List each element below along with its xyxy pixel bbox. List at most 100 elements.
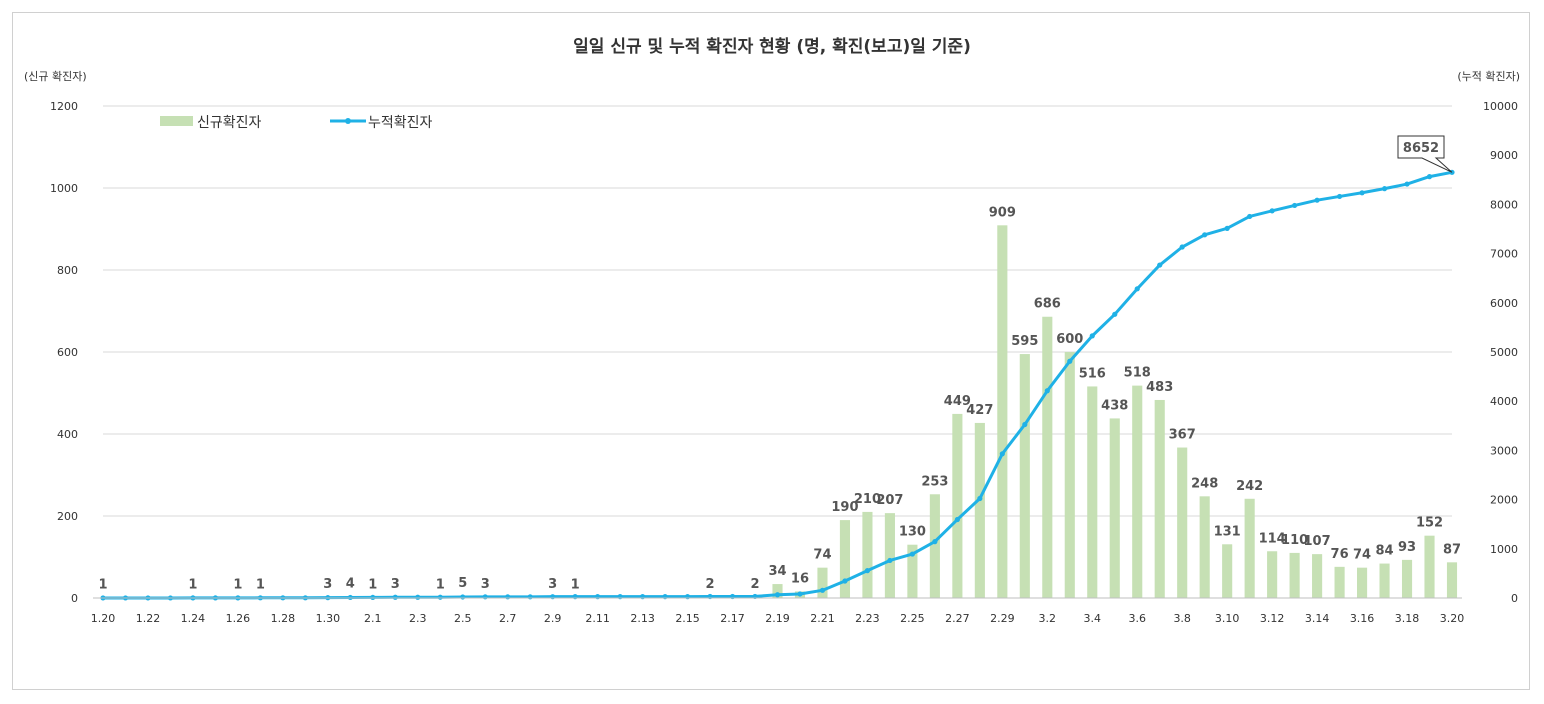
line-point	[1089, 333, 1095, 339]
line-point	[1134, 286, 1140, 292]
x-tick-label: 3.6	[1128, 612, 1146, 625]
line-point	[1292, 202, 1298, 209]
bar	[1087, 386, 1098, 598]
line-point	[797, 591, 803, 597]
bar-data-label: 483	[1146, 380, 1173, 395]
x-tick-label: 2.5	[454, 612, 472, 625]
line-point	[887, 557, 893, 564]
line-point	[1067, 358, 1073, 364]
x-tick-label: 3.4	[1084, 612, 1102, 625]
bar	[1132, 385, 1143, 598]
callout-label: 8652	[1403, 141, 1439, 156]
legend-line-label: 누적확진자	[368, 115, 433, 131]
data-labels: 1 1 1 1 3 4 1 3 1 5 3 3 1 2 234 16741902102071302534494…	[98, 205, 1461, 592]
x-tick-label: 2.21	[810, 612, 835, 625]
line-point	[1314, 197, 1320, 203]
line-point	[1359, 190, 1365, 196]
bar-data-label: 3	[323, 577, 332, 592]
line-point	[1426, 174, 1433, 180]
line-point	[347, 594, 353, 601]
right-tick-label: 9000	[1490, 149, 1518, 162]
bar-data-label: 595	[1011, 334, 1038, 349]
bar-data-label: 518	[1124, 366, 1151, 381]
left-tick-label: 0	[71, 592, 78, 605]
right-tick-label: 3000	[1490, 444, 1518, 457]
left-axis-label: (신규 확진자)	[24, 70, 87, 83]
x-tick-label: 3.10	[1215, 612, 1240, 625]
right-axis-label: (누적 확진자)	[1457, 70, 1520, 83]
bar	[997, 225, 1008, 598]
bar-data-label: 1	[571, 578, 580, 593]
x-tick-label: 1.20	[91, 612, 116, 625]
bar-data-label: 600	[1056, 332, 1083, 347]
bar	[862, 511, 873, 598]
line-point	[909, 551, 916, 557]
line-point	[1224, 225, 1230, 231]
x-tick-label: 2.15	[675, 612, 700, 625]
line-point	[819, 587, 826, 593]
bar-data-label: 449	[944, 394, 971, 409]
left-tick-label: 400	[57, 428, 78, 441]
bar-data-label: 909	[989, 205, 1016, 220]
x-tick-label: 2.13	[630, 612, 655, 625]
left-tick-label: 1200	[50, 100, 78, 113]
bar-data-label: 438	[1101, 398, 1128, 413]
line-point	[1044, 388, 1050, 394]
line-point	[932, 539, 938, 545]
bar-data-label: 207	[876, 493, 903, 508]
bar-data-label: 130	[899, 525, 926, 540]
bar-data-label: 1	[368, 578, 377, 593]
legend-bar-swatch	[160, 116, 193, 126]
bar	[884, 513, 895, 598]
x-tick-label: 2.19	[765, 612, 790, 625]
chart-title: 일일 신규 및 누적 확진자 현황 (명, 확진(보고)일 기준)	[573, 37, 971, 57]
line-point	[1404, 181, 1410, 187]
bar	[1424, 535, 1435, 598]
line-point	[370, 594, 376, 601]
bar-data-label: 3	[391, 577, 400, 592]
right-tick-label: 2000	[1490, 494, 1518, 507]
x-tick-label: 1.22	[136, 612, 161, 625]
left-tick-label: 800	[57, 264, 78, 277]
bar	[1446, 562, 1458, 598]
callout-box	[1397, 135, 1453, 173]
bar-data-label: 76	[1331, 547, 1349, 562]
bar-data-label: 2	[750, 577, 759, 592]
bar	[907, 544, 918, 598]
line-point	[842, 578, 848, 584]
x-tick-label: 2.25	[900, 612, 925, 625]
bar-data-label: 3	[548, 577, 557, 592]
bar-data-label: 210	[854, 492, 881, 507]
x-tick-label: 3.2	[1039, 612, 1057, 625]
line-point	[954, 516, 960, 523]
line-point	[1157, 262, 1163, 268]
x-tick-label: 2.17	[720, 612, 745, 625]
bar	[1199, 496, 1210, 598]
line-point	[460, 594, 466, 600]
bar	[1177, 447, 1188, 598]
bar-data-label: 152	[1416, 516, 1443, 531]
line-point	[977, 495, 983, 502]
line-point	[1112, 311, 1118, 317]
bar-data-label: 87	[1443, 542, 1461, 557]
bar-data-label: 110	[1281, 533, 1308, 548]
bar-data-label: 131	[1214, 524, 1241, 539]
bar	[1379, 563, 1390, 598]
bar	[1289, 552, 1300, 598]
left-tick-label: 200	[57, 510, 78, 523]
bar-data-label: 84	[1376, 544, 1394, 559]
annotation: 8652	[1397, 135, 1453, 173]
bar-data-label: 107	[1304, 534, 1331, 549]
x-tick-label: 3.8	[1173, 612, 1191, 625]
bar-data-label: 4	[346, 576, 355, 591]
x-tick-label: 2.23	[855, 612, 880, 625]
bar-data-label: 242	[1236, 479, 1263, 494]
bar-data-label: 2	[706, 577, 715, 592]
x-tick-label: 3.14	[1305, 612, 1330, 625]
bar	[817, 567, 828, 598]
bar-data-label: 1	[188, 578, 197, 593]
bar-data-label: 74	[1353, 548, 1371, 563]
x-tick-label: 1.24	[181, 612, 206, 625]
x-tick-label: 2.27	[945, 612, 970, 625]
bar-data-label: 190	[831, 500, 858, 515]
